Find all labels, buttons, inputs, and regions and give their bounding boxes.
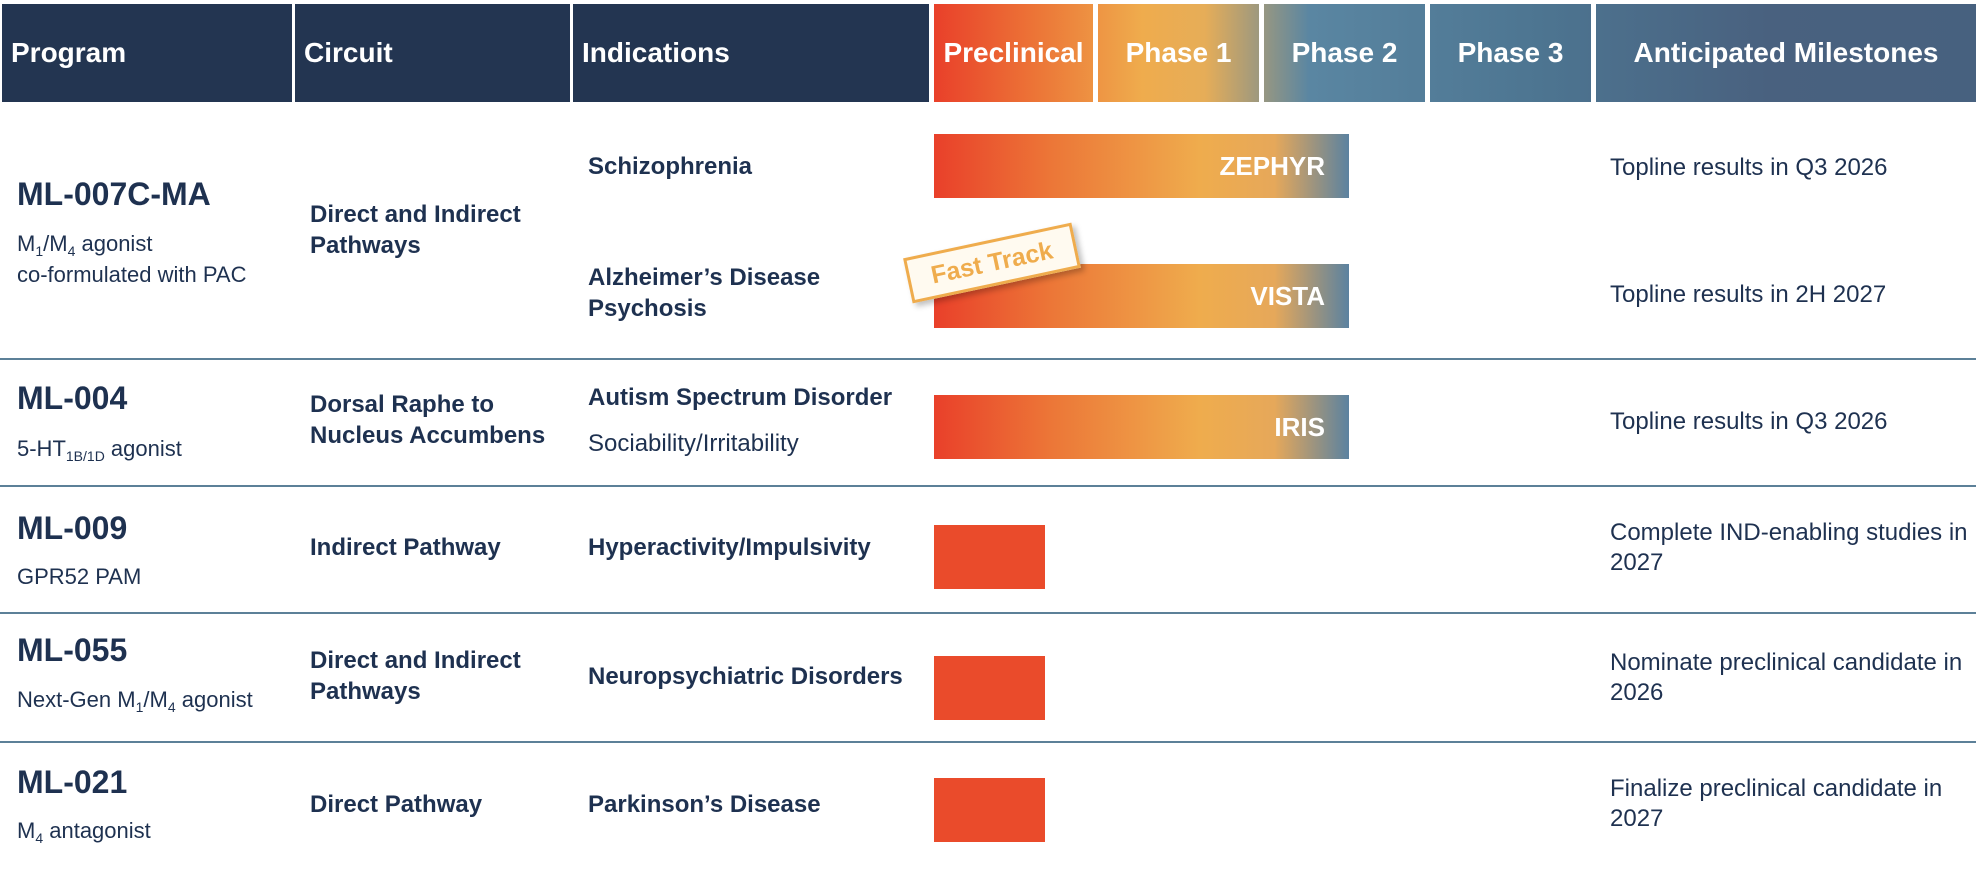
indication-detail: Sociability/Irritability xyxy=(588,430,799,457)
program-name: ML-004 xyxy=(17,380,128,416)
stage-label-phase1: Phase 1 xyxy=(1125,37,1232,68)
milestone-cell: Topline results in 2H 2027 xyxy=(1610,281,1887,308)
program-name: ML-007C-MA xyxy=(17,176,211,212)
milestone-cell: Complete IND-enabling studies in 2027 xyxy=(1610,519,1968,576)
trial-name-label: VISTA xyxy=(1250,281,1325,311)
header-indications-label: Indications xyxy=(582,37,730,68)
circuit-cell: Direct and Indirect Pathways xyxy=(310,201,521,259)
indication-cell: Schizophrenia xyxy=(588,153,753,180)
header-indications: Indications xyxy=(573,4,929,102)
phase-header-band xyxy=(934,4,1976,102)
indication-cell: Hyperactivity/Impulsivity xyxy=(588,534,871,561)
milestone-cell: Topline results in Q3 2026 xyxy=(1610,154,1888,181)
program-description: 5-HT1B/1D agonist xyxy=(17,436,182,464)
header-program-label: Program xyxy=(11,37,127,68)
indication-cell: Parkinson’s Disease xyxy=(588,791,821,818)
header-phase1: Phase 1 xyxy=(1098,4,1259,102)
pipeline-bar xyxy=(934,525,1045,589)
header-program: Program xyxy=(2,4,292,102)
header-divider xyxy=(1425,4,1430,102)
pipeline-bar xyxy=(934,656,1045,720)
header-phase2: Phase 2 xyxy=(1264,4,1425,102)
header-circuit-label: Circuit xyxy=(304,37,393,68)
header-divider xyxy=(1259,4,1264,102)
pipeline-bar xyxy=(934,778,1045,842)
header-divider xyxy=(1591,4,1596,102)
program-description: Next-Gen M1/M4 agonist xyxy=(17,687,253,715)
header-phase3: Phase 3 xyxy=(1430,4,1591,102)
circuit-cell: Dorsal Raphe to Nucleus Accumbens xyxy=(310,391,546,449)
pipeline-bar: IRIS xyxy=(934,395,1349,459)
stage-label-phase2: Phase 2 xyxy=(1291,37,1398,68)
trial-name-label: IRIS xyxy=(1274,412,1325,442)
circuit-cell: Indirect Pathway xyxy=(310,534,501,561)
indication-cell: Neuropsychiatric Disorders xyxy=(588,663,903,690)
program-description: M4 antagonist xyxy=(17,818,151,846)
circuit-cell: Direct Pathway xyxy=(310,791,483,818)
header-divider xyxy=(1093,4,1098,102)
program-name: ML-021 xyxy=(17,764,128,800)
row-divider xyxy=(0,358,1976,360)
program-description-line2: co-formulated with PAC xyxy=(17,262,247,287)
indication-cell: Alzheimer’s Disease Psychosis xyxy=(588,264,821,322)
program-description: GPR52 PAM xyxy=(17,564,142,589)
program-description: M1/M4 agonist xyxy=(17,231,153,259)
header-preclinical: Preclinical xyxy=(934,4,1093,102)
header-milestones-label: Anticipated Milestones xyxy=(1633,37,1939,68)
milestone-cell: Topline results in Q3 2026 xyxy=(1610,408,1888,435)
header-circuit: Circuit xyxy=(295,4,570,102)
row-divider xyxy=(0,612,1976,614)
stage-label-preclinical: Preclinical xyxy=(943,37,1084,68)
row-divider xyxy=(0,485,1976,487)
circuit-cell: Direct and Indirect Pathways xyxy=(310,647,521,705)
milestone-cell: Finalize preclinical candidate in 2027 xyxy=(1610,775,1943,832)
stage-label-phase3: Phase 3 xyxy=(1457,37,1564,68)
milestone-cell: Nominate preclinical candidate in 2026 xyxy=(1610,649,1963,706)
row-divider xyxy=(0,741,1976,743)
trial-name-label: ZEPHYR xyxy=(1219,151,1325,181)
pipeline-bar: ZEPHYR xyxy=(934,134,1349,198)
program-name: ML-055 xyxy=(17,632,128,668)
program-name: ML-009 xyxy=(17,510,128,546)
header-milestones: Anticipated Milestones xyxy=(1596,4,1976,102)
indication-cell: Autism Spectrum Disorder xyxy=(588,384,893,411)
